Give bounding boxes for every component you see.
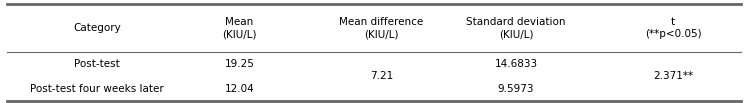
Text: 19.25: 19.25	[224, 59, 254, 69]
Text: 12.04: 12.04	[224, 84, 254, 94]
Text: Standard deviation
(KIU/L): Standard deviation (KIU/L)	[466, 17, 566, 39]
Text: Mean difference
(KIU/L): Mean difference (KIU/L)	[340, 17, 423, 39]
Text: 2.371**: 2.371**	[653, 71, 693, 81]
Text: Mean
(KIU/L): Mean (KIU/L)	[222, 17, 257, 39]
Text: 7.21: 7.21	[370, 71, 393, 81]
Text: Post-test four weeks later: Post-test four weeks later	[31, 84, 164, 94]
Text: Category: Category	[73, 23, 121, 33]
Text: t
(**p<0.05): t (**p<0.05)	[645, 17, 702, 39]
Text: Post-test: Post-test	[74, 59, 120, 69]
Text: 14.6833: 14.6833	[494, 59, 538, 69]
Text: 9.5973: 9.5973	[498, 84, 534, 94]
